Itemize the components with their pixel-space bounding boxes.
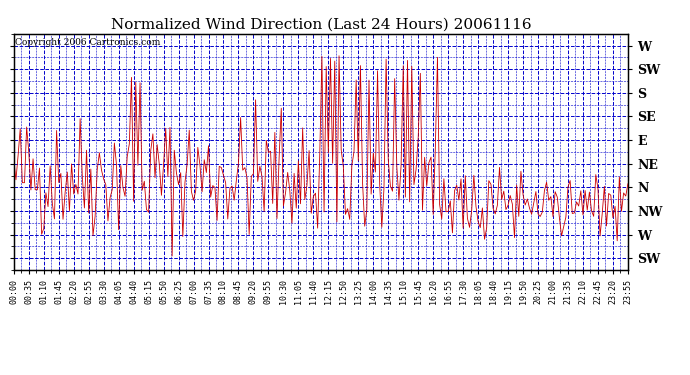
Text: Copyright 2006 Cartronics.com: Copyright 2006 Cartronics.com — [15, 39, 160, 48]
Title: Normalized Wind Direction (Last 24 Hours) 20061116: Normalized Wind Direction (Last 24 Hours… — [110, 17, 531, 31]
